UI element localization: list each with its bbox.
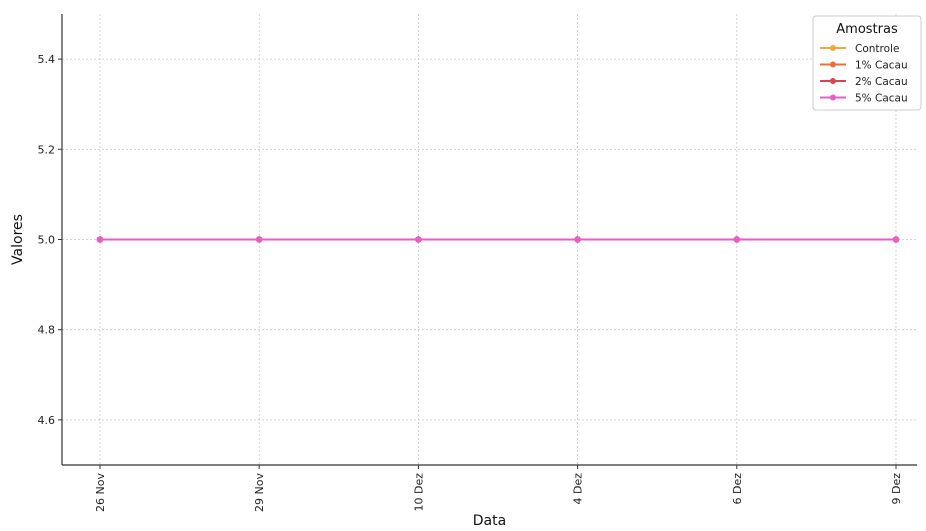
legend-title: Amostras [836,22,898,37]
data-point [415,236,422,243]
legend-swatch-marker [830,94,836,101]
legend-label: 1% Cacau [855,60,908,72]
legend-label: 5% Cacau [855,93,908,105]
y-tick-label: 5.2 [38,143,56,156]
legend-label: Controle [855,43,899,55]
legend-label: 2% Cacau [855,76,908,88]
x-tick-label: 10 Dez [412,473,425,512]
legend-box [812,15,922,111]
axes-layer: 4.6 4.8 5.0 5.2 5.4 26 Nov 29 Nov 10 Dez 4 Dez 6 … [38,14,917,512]
data-point [574,236,581,243]
data-point [733,236,740,243]
data-point [256,236,263,243]
data-point [892,236,900,243]
legend-swatch-marker [830,78,836,84]
series-layer [96,236,900,243]
x-axis-title: Data [473,513,506,529]
data-point [96,236,104,243]
x-tick-label: 9 Dez [890,473,903,505]
legend-swatch-marker [830,61,836,68]
x-tick-label: 4 Dez [572,473,585,505]
y-axis-title: Valores [10,214,26,265]
y-tick-label: 4.6 [38,414,56,427]
y-tick-label: 5.0 [38,234,56,247]
y-tick-label: 5.4 [38,53,56,66]
x-tick-label: 6 Dez [731,473,744,505]
legend: Amostras Controle 1% Cacau 2% Cacau 5% Cacau [812,15,922,111]
x-tick-label: 29 Nov [253,473,266,512]
y-tick-label: 4.8 [38,324,56,337]
legend-swatch-marker [830,45,836,51]
x-tick-label: 26 Nov [94,473,107,512]
